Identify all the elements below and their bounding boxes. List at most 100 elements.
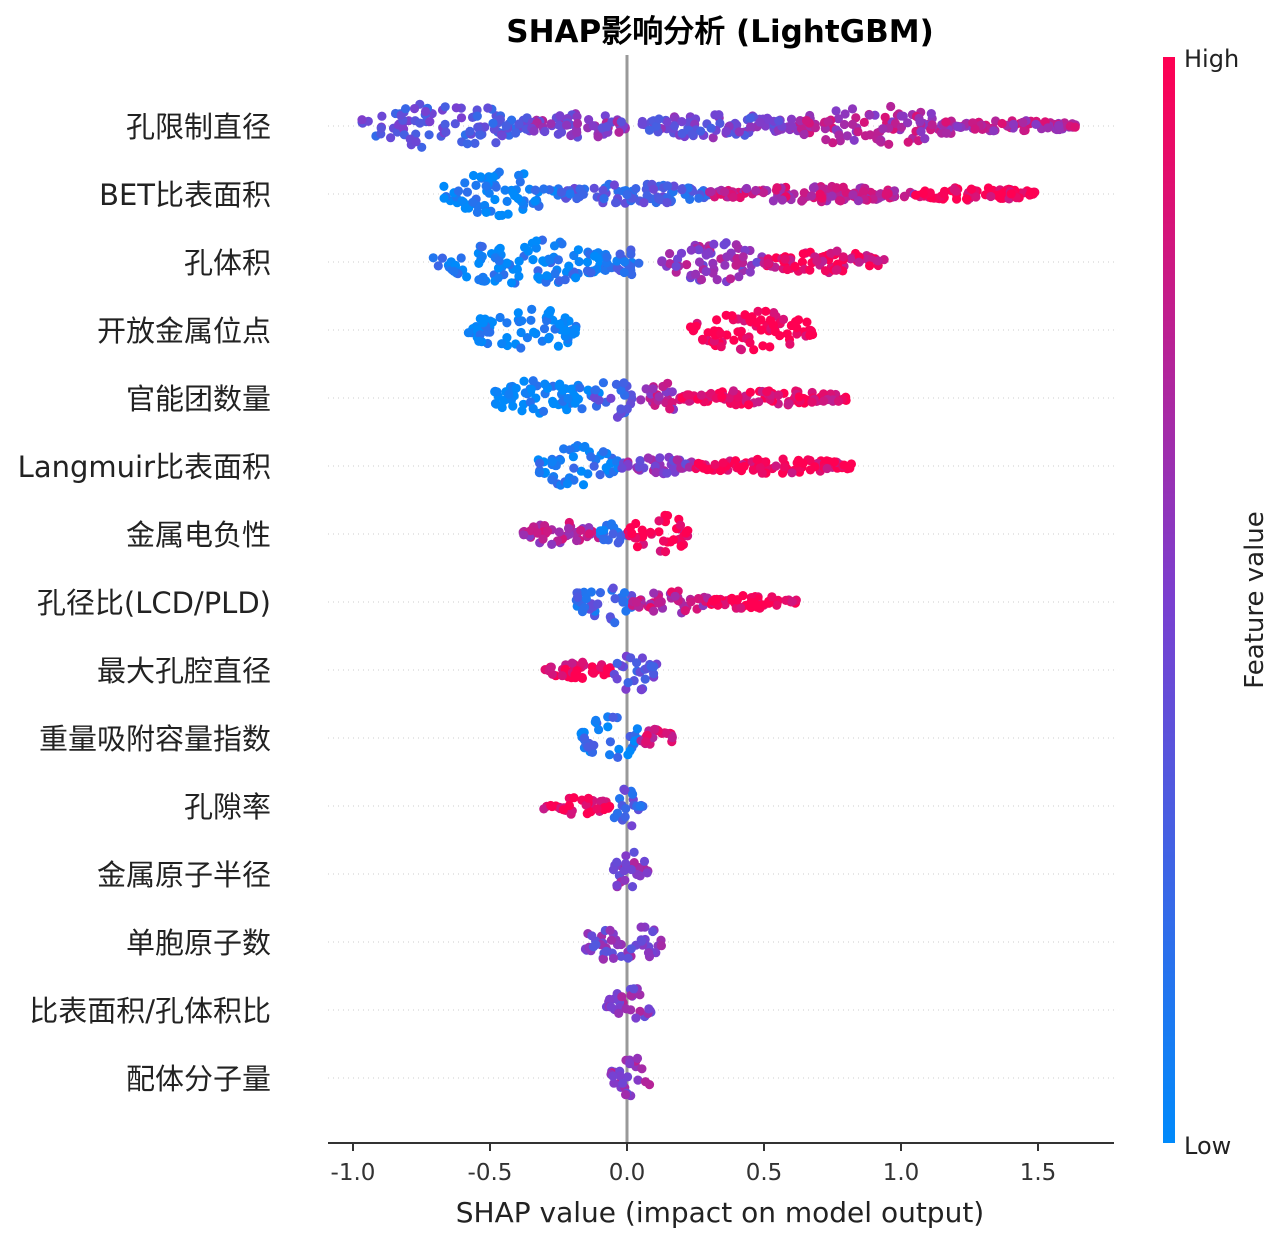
shap-point	[971, 192, 981, 202]
shap-point	[748, 465, 758, 475]
shap-point	[586, 587, 597, 597]
shap-point	[765, 342, 775, 352]
shap-point	[535, 458, 545, 468]
shap-point	[636, 395, 646, 405]
shap-point	[608, 712, 618, 722]
shap-point	[839, 460, 849, 470]
shap-point	[529, 126, 539, 136]
shap-point	[812, 256, 822, 266]
shap-point	[495, 312, 505, 323]
shap-point	[420, 106, 431, 117]
shap-point	[519, 376, 529, 386]
shap-point	[649, 184, 659, 194]
shap-point	[628, 789, 638, 799]
shap-point	[625, 746, 635, 756]
shap-point	[733, 462, 744, 472]
shap-point	[619, 378, 629, 388]
shap-point	[478, 318, 488, 328]
shap-point	[564, 261, 574, 271]
shap-point	[819, 396, 829, 406]
shap-point	[639, 198, 649, 208]
shap-point	[610, 618, 620, 628]
shap-point	[571, 273, 581, 283]
shap-point	[651, 121, 661, 131]
shap-point	[654, 516, 664, 526]
shap-point	[637, 936, 647, 946]
shap-point	[621, 1090, 631, 1100]
shap-point	[626, 864, 636, 875]
feature-label: 重量吸附容量指数	[39, 722, 271, 756]
shap-point	[528, 404, 538, 414]
shap-point	[755, 117, 765, 127]
shap-point	[694, 193, 704, 203]
shap-point	[642, 868, 652, 878]
shap-point	[554, 120, 564, 130]
shap-point	[608, 1071, 618, 1081]
shap-point	[831, 265, 841, 275]
shap-point	[662, 510, 673, 521]
shap-point	[602, 664, 613, 674]
shap-point	[708, 133, 718, 143]
shap-point	[539, 324, 550, 334]
shap-point	[787, 597, 797, 607]
shap-point	[706, 187, 716, 197]
shap-point	[620, 812, 630, 822]
shap-point	[531, 236, 542, 246]
shap-point	[745, 338, 755, 348]
shap-point	[514, 256, 524, 266]
shap-point	[693, 594, 703, 604]
shap-point	[654, 527, 664, 537]
shap-point	[649, 662, 659, 672]
shap-point	[602, 122, 612, 132]
shap-point	[645, 527, 656, 538]
shap-point	[740, 310, 750, 320]
colorbar-low-label: Low	[1184, 1132, 1231, 1160]
shap-point	[550, 268, 560, 279]
shap-point	[439, 181, 449, 191]
shap-point	[848, 190, 858, 200]
shap-point	[653, 598, 663, 608]
shap-point	[570, 398, 580, 408]
shap-point	[609, 1078, 619, 1088]
shap-point	[632, 1053, 643, 1063]
shap-point	[1043, 123, 1053, 133]
shap-point	[425, 117, 435, 127]
shap-point	[502, 196, 512, 206]
shap-point	[736, 326, 746, 336]
shap-point	[786, 114, 797, 124]
shap-point	[731, 400, 741, 410]
shap-point	[758, 341, 768, 351]
shap-point	[600, 111, 610, 121]
shap-point	[763, 258, 773, 268]
shap-point	[821, 135, 831, 145]
shap-point	[570, 392, 580, 402]
shap-point	[720, 187, 730, 197]
shap-point	[593, 132, 603, 142]
shap-point	[561, 326, 571, 336]
shap-point	[686, 245, 696, 255]
shap-point	[616, 117, 626, 127]
shap-point	[774, 390, 784, 400]
shap-point	[797, 196, 807, 206]
shap-point	[833, 114, 844, 124]
x-axis-ticks: -1.0 -0.5 0.0 0.5 1.0 1.5	[331, 1143, 1056, 1186]
shap-point	[995, 190, 1005, 200]
shap-point	[481, 207, 491, 217]
shap-point	[648, 926, 658, 937]
shap-point	[847, 104, 858, 114]
shap-point	[615, 794, 625, 804]
shap-point	[896, 111, 906, 121]
shap-point	[579, 733, 589, 743]
shap-point	[440, 119, 450, 129]
shap-point	[828, 138, 838, 148]
shap-point	[556, 127, 567, 137]
shap-point	[654, 114, 664, 124]
shap-point	[927, 120, 937, 130]
beeswarm-points	[357, 99, 1080, 1101]
shap-point	[665, 404, 675, 414]
shap-point	[792, 329, 802, 339]
shap-point	[501, 121, 511, 131]
shap-point	[791, 317, 801, 327]
shap-point	[556, 187, 567, 197]
shap-point	[846, 254, 856, 264]
